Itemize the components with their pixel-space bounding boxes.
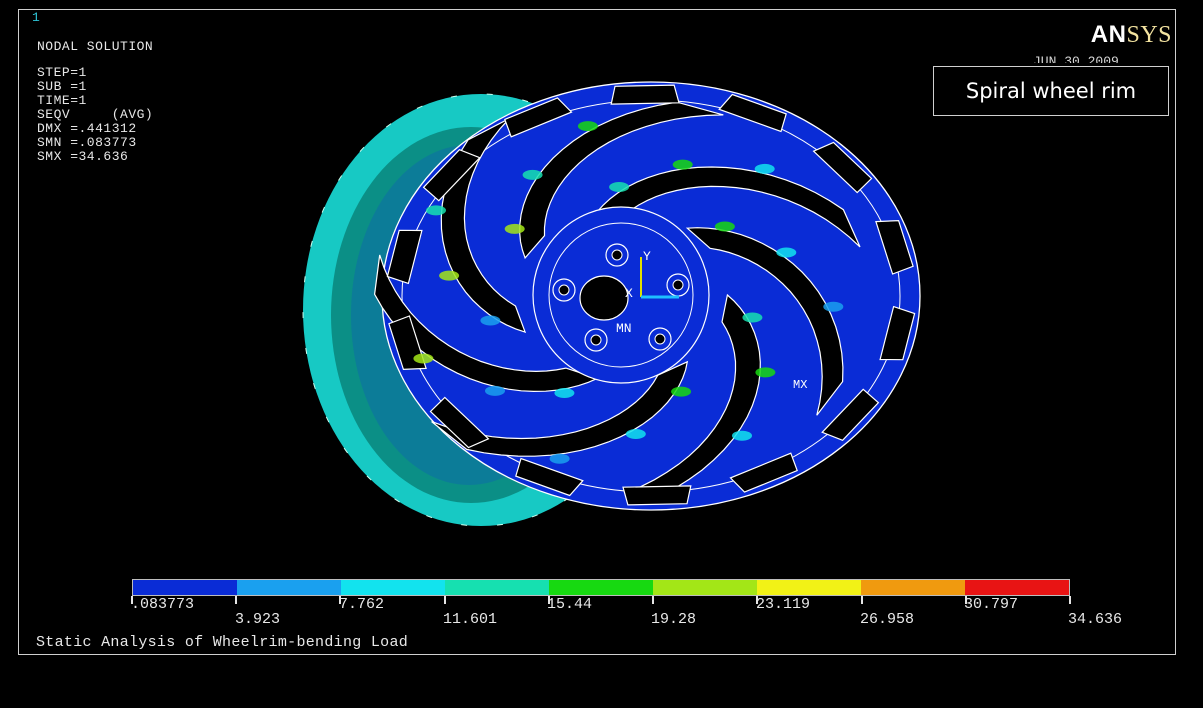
stress-patch: [439, 270, 460, 281]
spoke-slot: [685, 227, 844, 416]
legend-tick: [339, 596, 342, 604]
caption-box: Spiral wheel rim: [933, 66, 1169, 116]
legend-swatch-8: [965, 580, 1069, 595]
legend-label-5: 19.28: [651, 611, 697, 628]
spoke-slot: [519, 101, 724, 260]
legend-label-7: 26.958: [860, 611, 915, 628]
stress-patch: [755, 367, 776, 378]
min-marker: MN: [616, 321, 632, 336]
param-seqv: SEQV (AVG): [37, 107, 154, 122]
stress-patch: [625, 429, 646, 439]
legend-tick: [443, 596, 446, 604]
rim-window-slot: [729, 452, 798, 493]
legend-swatch-4: [549, 580, 653, 595]
legend-tick: [756, 596, 759, 604]
legend-label-8: 30.797: [964, 596, 1019, 613]
stress-patch: [671, 386, 692, 397]
stress-patch: [480, 315, 501, 326]
legend-label-2: 7.762: [339, 596, 385, 613]
legend-label-9: 34.636: [1068, 611, 1123, 628]
rim-window-slot: [879, 305, 916, 361]
plot-title: NODAL SOLUTION: [37, 39, 154, 54]
stress-patch: [823, 301, 844, 312]
graphics-viewport[interactable]: Y X MN MX 1 NODAL SOLUTION STEP=1 SUB =1…: [18, 9, 1176, 655]
wheel-rim-stress-contour: Y X MN MX: [302, 81, 921, 527]
center-bore: [579, 275, 629, 321]
plot-date: JUN 30 2009: [1033, 54, 1119, 63]
max-marker: MX: [793, 378, 807, 392]
analysis-title: Static Analysis of Wheelrim-bending Load: [36, 634, 409, 651]
rim-window-slot: [622, 485, 692, 506]
legend-swatch-6: [757, 580, 861, 595]
window-number: 1: [32, 10, 40, 25]
rim-window-slot: [504, 97, 573, 138]
legend-swatch-1: [237, 580, 341, 595]
legend-label-3: 11.601: [443, 611, 498, 628]
stress-patch: [672, 159, 693, 170]
legend-swatch-7: [861, 580, 965, 595]
legend-tick: [235, 596, 238, 604]
legend-label-1: 3.923: [235, 611, 281, 628]
triad-x-label: X: [625, 286, 633, 301]
rim-window-slot: [812, 141, 873, 194]
rim-window-slot: [515, 457, 584, 497]
stress-patch: [732, 430, 752, 441]
rim-window-slot: [610, 84, 680, 105]
rim-window-slot: [821, 388, 880, 442]
param-smn: SMN =.083773: [37, 135, 137, 150]
legend-swatch-5: [653, 580, 757, 595]
param-sub: SUB =1: [37, 79, 87, 94]
rim-window-slot: [718, 93, 787, 133]
legend-tick: [964, 596, 967, 604]
stress-patch: [742, 312, 763, 323]
outer-slots: [386, 84, 916, 506]
stress-patch: [413, 353, 434, 364]
param-dmx: DMX =.441312: [37, 121, 137, 136]
stress-patch: [776, 247, 797, 258]
triad-y-label: Y: [643, 249, 651, 264]
bolt-holes: [552, 243, 690, 352]
stress-patch: [554, 388, 575, 398]
legend-tick: [131, 596, 133, 604]
stress-patch: [504, 223, 525, 234]
stress-patches: [413, 121, 844, 464]
legend-tick: [860, 596, 863, 604]
param-step: STEP=1: [37, 65, 87, 80]
rim-window-slot: [875, 219, 914, 275]
legend-tick: [652, 596, 655, 604]
param-smx: SMX =34.636: [37, 149, 129, 164]
legend-label-4: 15.44: [547, 596, 593, 613]
stress-patch: [577, 121, 598, 132]
spoke-slot: [595, 166, 861, 248]
spoke-slot: [431, 360, 689, 457]
rim-window-slot: [422, 148, 481, 202]
stress-patch: [426, 205, 446, 216]
stress-patch: [714, 221, 735, 232]
rim-window-slot: [429, 396, 490, 449]
stress-patch: [549, 453, 570, 464]
stress-patch: [522, 169, 543, 180]
stress-patch: [485, 385, 505, 396]
legend-swatch-3: [445, 580, 549, 595]
contour-legend-bar: [132, 579, 1070, 596]
legend-swatch-0: [133, 580, 237, 595]
stress-patch: [609, 182, 630, 192]
stress-patch: [754, 163, 775, 174]
rim-window-slot: [386, 229, 423, 285]
legend-tick: [547, 596, 550, 604]
ansys-logo: ANSYS: [1090, 21, 1172, 48]
legend-label-6: 23.119: [756, 596, 811, 613]
param-time: TIME=1: [37, 93, 87, 108]
legend-tick: [1069, 596, 1071, 604]
legend-swatch-2: [341, 580, 445, 595]
legend-label-0: .083773: [131, 596, 195, 613]
